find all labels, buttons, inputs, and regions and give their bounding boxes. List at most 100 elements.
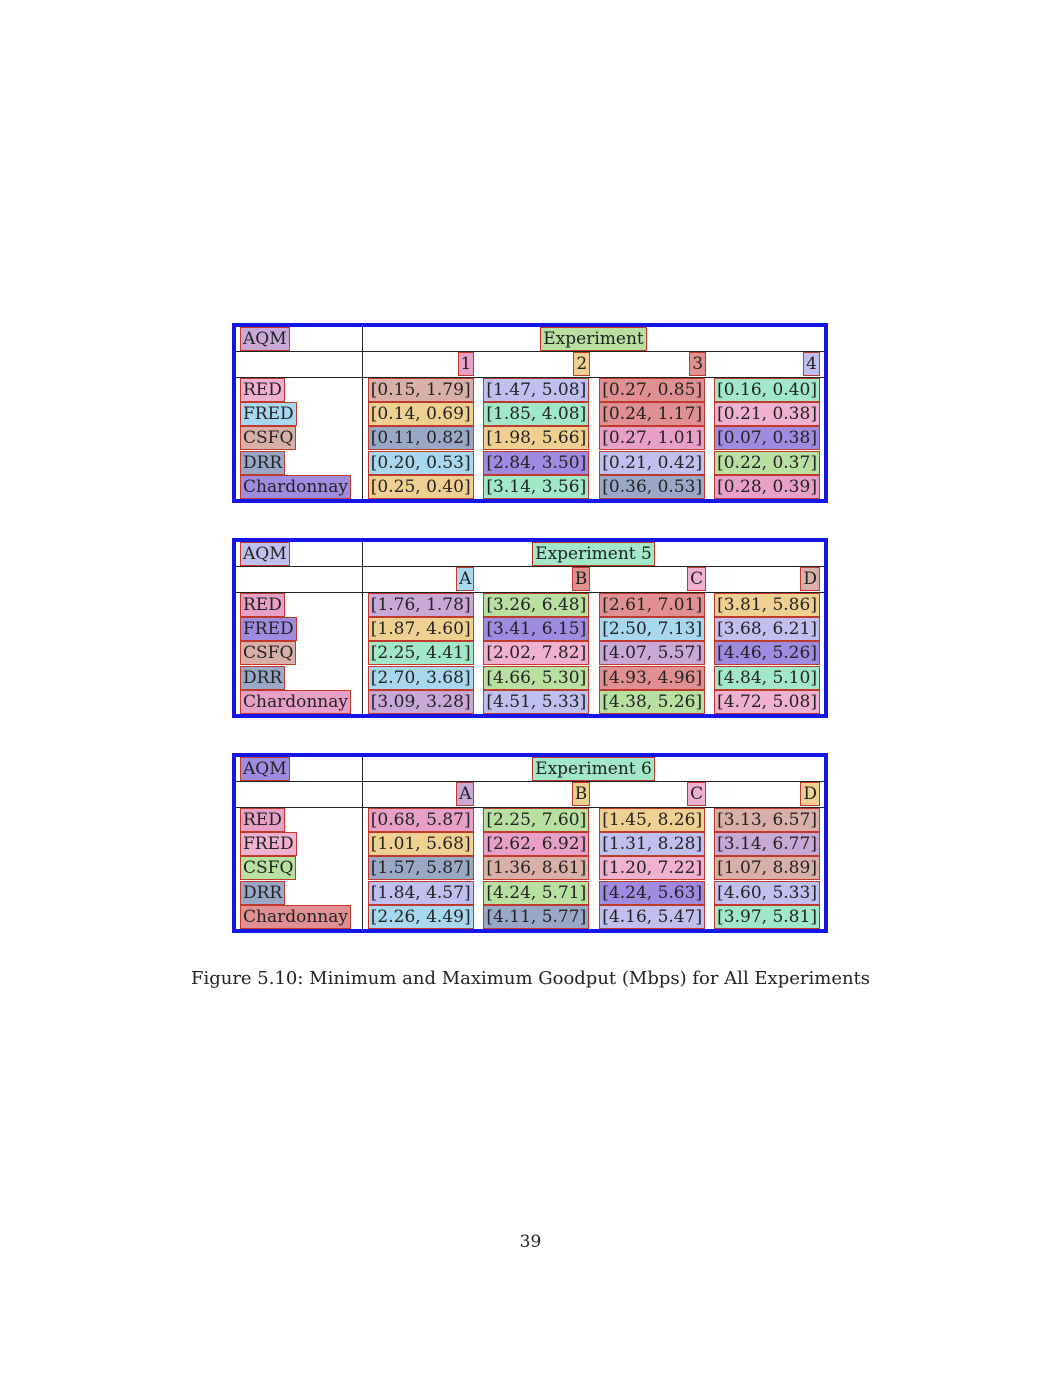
table-row: DRR [2.70, 3.68] [4.66, 5.30] [4.93, 4.9… [234,665,826,690]
table-cell: [4.66, 5.30] [483,665,590,690]
column-header: 4 [803,352,820,377]
table-cell: [0.20, 0.53] [367,450,474,475]
figure-caption: Figure 5.10: Minimum and Maximum Goodput… [190,968,871,989]
column-header: C [687,782,707,807]
column-header: B [571,782,591,807]
column-header: 3 [689,352,707,377]
aqm-label: FRED [240,831,297,856]
table-cell: [1.98, 5.66] [483,426,590,451]
table-row: DRR [0.20, 0.53] [2.84, 3.50] [0.21, 0.4… [234,450,826,475]
table-cell: [2.50, 7.13] [599,616,706,641]
table-cell: [2.25, 4.41] [367,641,474,666]
table-row: RED [1.76, 1.78] [3.26, 6.48] [2.61, 7.0… [234,592,826,617]
aqm-label: Chardonnay [240,474,351,499]
column-header: C [687,567,707,592]
table-cell: [2.25, 7.60] [483,807,590,832]
table-row: Chardonnay [0.25, 0.40] [3.14, 3.56] [0.… [234,474,826,501]
table-cell: [1.20, 7.22] [599,856,706,881]
experiment-title: Experiment [540,327,647,352]
table-row: Chardonnay [2.26, 4.49] [4.11, 5.77] [4.… [234,904,826,931]
aqm-header: AQM [240,327,290,352]
table-cell: [4.16, 5.47] [599,904,706,929]
table-row: Chardonnay [3.09, 3.28] [4.51, 5.33] [4.… [234,689,826,716]
table-cell: [1.36, 8.61] [483,856,590,881]
table-cell: [3.68, 6.21] [714,616,820,641]
table-cell: [3.81, 5.86] [714,592,820,617]
table-cell: [1.31, 8.28] [599,831,706,856]
table-cell: [1.85, 4.08] [483,401,590,426]
table-row: RED [0.68, 5.87] [2.25, 7.60] [1.45, 8.2… [234,807,826,832]
table-cell: [0.28, 0.39] [714,474,820,499]
table-row: FRED [1.01, 5.68] [2.62, 6.92] [1.31, 8.… [234,831,826,857]
table-cell: [4.51, 5.33] [483,689,590,714]
table-row: CSFQ [1.57, 5.87] [1.36, 8.61] [1.20, 7.… [234,856,826,881]
table-cell: [0.27, 1.01] [599,426,706,451]
aqm-label: CSFQ [240,641,297,666]
table-row: DRR [1.84, 4.57] [4.24, 5.71] [4.24, 5.6… [234,880,826,905]
table-row: RED [0.15, 1.79] [1.47, 5.08] [0.27, 0.8… [234,377,826,402]
aqm-label: FRED [240,401,297,426]
aqm-label: RED [240,807,285,832]
table-cell: [0.27, 0.85] [599,377,706,402]
table-cell: [1.84, 4.57] [367,880,474,905]
table-cell: [2.61, 7.01] [599,592,706,617]
table-cell: [0.21, 0.38] [714,401,820,426]
table-cell: [0.14, 0.69] [367,401,474,426]
table-cell: [0.25, 0.40] [367,474,474,499]
table-cell: [0.21, 0.42] [599,450,706,475]
experiment-title: Experiment 6 [532,757,655,782]
table-cell: [3.09, 3.28] [367,689,474,714]
aqm-label: CSFQ [240,426,297,451]
experiment-title: Experiment 5 [532,542,655,567]
aqm-label: Chardonnay [240,904,351,929]
column-header: A [456,567,475,592]
aqm-label: FRED [240,616,297,641]
aqm-label: DRR [240,665,286,690]
table-row: CSFQ [0.11, 0.82] [1.98, 5.66] [0.27, 1.… [234,426,826,451]
table-cell: [1.01, 5.68] [367,831,474,856]
table-cell: [2.02, 7.82] [483,641,590,666]
table-cell: [2.26, 4.49] [367,904,474,929]
table-cell: [0.36, 0.53] [599,474,706,499]
goodput-table-experiments-1-4: AQM Experiment 1 2 3 4 RED [0.15, 1.79] … [232,323,828,503]
table-cell: [1.45, 8.26] [599,807,706,832]
table-cell: [1.76, 1.78] [367,592,474,617]
aqm-label: Chardonnay [240,689,351,714]
results-table: AQM Experiment 1 2 3 4 RED [0.15, 1.79] … [232,323,828,503]
aqm-label: RED [240,592,285,617]
aqm-label: DRR [240,880,286,905]
table-cell: [4.60, 5.33] [714,880,820,905]
table-cell: [3.26, 6.48] [483,592,590,617]
table-cell: [2.70, 3.68] [367,665,474,690]
aqm-header: AQM [240,757,290,782]
goodput-table-experiment-6: AQM Experiment 6 A B C D RED [0.68, 5.87… [232,753,828,933]
column-header: D [800,782,820,807]
table-cell: [4.38, 5.26] [599,689,706,714]
table-cell: [4.72, 5.08] [714,689,820,714]
table-cell: [0.22, 0.37] [714,450,820,475]
results-table: AQM Experiment 5 A B C D RED [1.76, 1.78… [232,538,828,718]
table-cell: [4.24, 5.71] [483,880,590,905]
table-cell: [1.57, 5.87] [367,856,474,881]
table-cell: [3.14, 6.77] [714,831,820,856]
column-header: A [456,782,475,807]
table-cell: [1.87, 4.60] [367,616,474,641]
table-cell: [1.07, 8.89] [714,856,820,881]
table-cell: [4.46, 5.26] [714,641,820,666]
page-number: 39 [519,1232,542,1252]
table-cell: [2.62, 6.92] [483,831,590,856]
table-row: FRED [1.87, 4.60] [3.41, 6.15] [2.50, 7.… [234,616,826,642]
table-row: FRED [0.14, 0.69] [1.85, 4.08] [0.24, 1.… [234,401,826,427]
column-header: 1 [457,352,475,377]
column-header: D [800,567,820,592]
table-cell: [4.84, 5.10] [714,665,820,690]
aqm-label: DRR [240,450,286,475]
table-cell: [2.84, 3.50] [483,450,590,475]
table-cell: [4.11, 5.77] [483,904,590,929]
table-cell: [0.07, 0.38] [714,426,820,451]
table-cell: [0.15, 1.79] [367,377,474,402]
table-cell: [0.68, 5.87] [367,807,474,832]
table-cell: [4.07, 5.57] [599,641,706,666]
column-header: 2 [573,352,591,377]
table-cell: [4.24, 5.63] [599,880,706,905]
